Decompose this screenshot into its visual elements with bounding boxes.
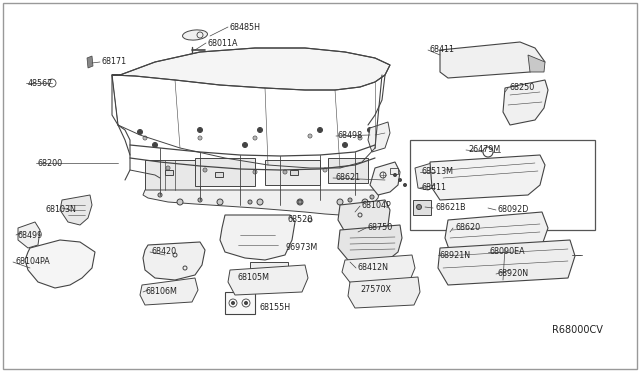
Polygon shape xyxy=(143,242,205,280)
Bar xyxy=(225,292,255,314)
Circle shape xyxy=(244,301,248,305)
Polygon shape xyxy=(440,42,545,78)
Text: 48567: 48567 xyxy=(28,78,53,87)
Text: 68920N: 68920N xyxy=(498,269,529,279)
Text: 68103N: 68103N xyxy=(45,205,76,215)
Circle shape xyxy=(394,173,397,176)
Bar xyxy=(265,160,320,185)
Polygon shape xyxy=(228,265,308,295)
Polygon shape xyxy=(338,225,402,264)
Text: 68420: 68420 xyxy=(152,247,177,257)
Polygon shape xyxy=(140,278,198,305)
Text: 68104P: 68104P xyxy=(362,202,392,211)
Text: 68411: 68411 xyxy=(430,45,455,55)
Ellipse shape xyxy=(182,30,207,40)
Circle shape xyxy=(232,301,234,305)
Polygon shape xyxy=(348,277,420,308)
Text: 68090EA: 68090EA xyxy=(490,247,525,257)
Circle shape xyxy=(138,129,143,135)
Circle shape xyxy=(317,128,323,132)
Text: 68498: 68498 xyxy=(338,131,363,141)
Text: 68105M: 68105M xyxy=(238,273,270,282)
Circle shape xyxy=(257,199,263,205)
Text: 68520: 68520 xyxy=(288,215,313,224)
Polygon shape xyxy=(503,80,548,125)
Bar xyxy=(195,158,255,186)
Circle shape xyxy=(399,179,401,182)
Text: 68412N: 68412N xyxy=(358,263,389,273)
Circle shape xyxy=(257,128,262,132)
Polygon shape xyxy=(112,48,390,90)
Polygon shape xyxy=(430,155,545,200)
Polygon shape xyxy=(60,195,92,225)
Text: 27570X: 27570X xyxy=(360,285,391,295)
Bar xyxy=(328,158,368,183)
Text: R68000CV: R68000CV xyxy=(552,325,603,335)
Bar xyxy=(145,160,200,190)
Bar xyxy=(215,172,223,177)
Polygon shape xyxy=(18,222,40,248)
Polygon shape xyxy=(342,255,415,285)
Circle shape xyxy=(342,142,348,148)
Circle shape xyxy=(362,199,368,205)
Text: 68621B: 68621B xyxy=(435,203,466,212)
Circle shape xyxy=(297,199,303,205)
Text: 68200: 68200 xyxy=(38,158,63,167)
Circle shape xyxy=(177,199,183,205)
Text: 96973M: 96973M xyxy=(286,244,318,253)
Bar xyxy=(250,262,288,284)
Text: 68155H: 68155H xyxy=(260,302,291,311)
Bar xyxy=(290,170,298,175)
Text: 68106M: 68106M xyxy=(145,288,177,296)
Text: 68750: 68750 xyxy=(368,224,393,232)
Polygon shape xyxy=(220,215,295,260)
Circle shape xyxy=(243,142,248,148)
Circle shape xyxy=(417,205,422,209)
Bar xyxy=(165,170,173,175)
Text: 68092D: 68092D xyxy=(498,205,529,215)
Bar xyxy=(413,200,431,215)
Text: 68485H: 68485H xyxy=(230,22,261,32)
Polygon shape xyxy=(415,162,440,190)
Circle shape xyxy=(337,199,343,205)
Text: 68513M: 68513M xyxy=(422,167,454,176)
Bar xyxy=(390,168,398,174)
Text: 68011A: 68011A xyxy=(208,38,239,48)
Text: 26479M: 26479M xyxy=(468,145,500,154)
Circle shape xyxy=(367,128,372,132)
Text: 68620: 68620 xyxy=(455,224,480,232)
Polygon shape xyxy=(370,162,400,195)
Bar xyxy=(410,140,595,230)
Text: 68921N: 68921N xyxy=(440,250,471,260)
Polygon shape xyxy=(528,55,545,72)
Polygon shape xyxy=(438,240,575,285)
Polygon shape xyxy=(143,190,380,215)
Text: 68621: 68621 xyxy=(335,173,360,183)
Text: 68171: 68171 xyxy=(102,58,127,67)
Polygon shape xyxy=(25,240,95,288)
Polygon shape xyxy=(445,212,548,252)
Circle shape xyxy=(217,199,223,205)
Polygon shape xyxy=(87,56,93,68)
Polygon shape xyxy=(338,200,390,235)
Circle shape xyxy=(403,183,406,186)
Text: 68104PA: 68104PA xyxy=(15,257,50,266)
Circle shape xyxy=(198,128,202,132)
Text: 68499: 68499 xyxy=(18,231,44,240)
Polygon shape xyxy=(368,122,390,152)
Circle shape xyxy=(152,142,157,148)
Text: 68411: 68411 xyxy=(422,183,447,192)
Text: 68250: 68250 xyxy=(510,83,535,93)
